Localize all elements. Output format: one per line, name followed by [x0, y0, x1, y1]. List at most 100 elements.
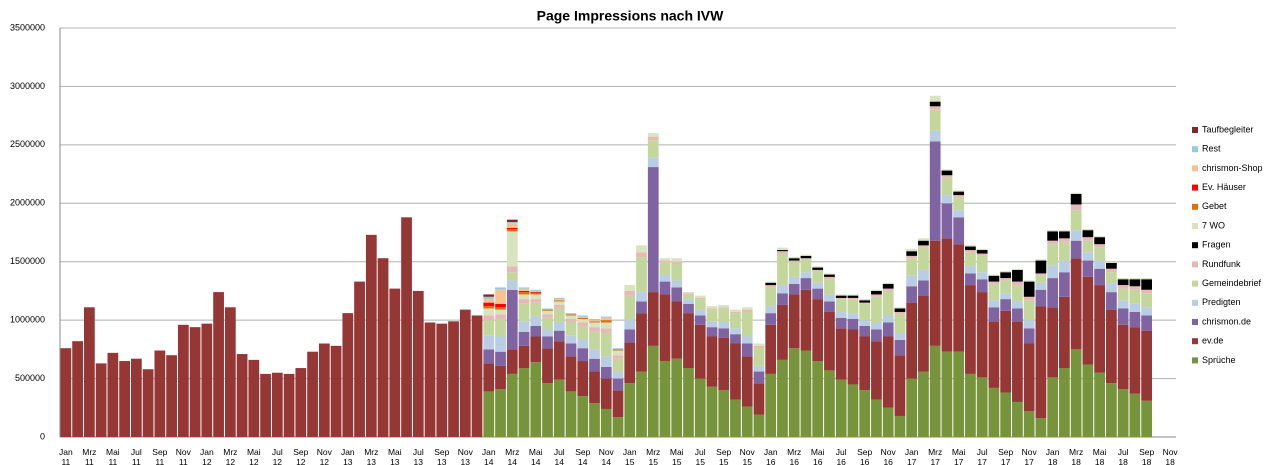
bar-segment [577, 340, 589, 349]
bar-segment [495, 289, 506, 304]
bar-segment [553, 341, 565, 380]
bar-segment [929, 130, 941, 142]
bar-segment [741, 309, 753, 312]
bar-segment [800, 258, 812, 260]
bar-segment [835, 297, 847, 300]
bar-segment [882, 282, 894, 284]
bar-segment [542, 314, 553, 318]
bar-segment [741, 307, 753, 310]
bar-segment [647, 140, 659, 158]
bar-segment [553, 299, 565, 301]
x-tick-label: Mrz 17 [928, 447, 943, 465]
bar-segment [530, 299, 542, 303]
bar-segment [788, 283, 800, 295]
bar-segment [565, 322, 577, 336]
x-tick-label: Nov 17 [1021, 447, 1037, 465]
bar-segment [777, 250, 788, 252]
legend-swatch [1192, 261, 1198, 268]
bar-segment [777, 293, 788, 305]
x-tick-label: Mrz 11 [82, 447, 97, 465]
bar-segment [636, 313, 647, 372]
bar-segment [495, 314, 506, 319]
bar-segment [589, 349, 600, 359]
bar-segment [589, 322, 600, 328]
bar-segment [965, 373, 976, 437]
bar-segment [847, 295, 859, 298]
bar-segment [506, 228, 518, 232]
x-tick-label: Nov 18 [1162, 447, 1178, 465]
bar-segment [647, 136, 659, 141]
bar-segment [847, 329, 859, 385]
bar-segment [812, 267, 824, 270]
bar-segment [730, 313, 741, 329]
bar-segment [1035, 259, 1047, 261]
bar-segment [929, 345, 941, 437]
bar-segment [612, 349, 624, 351]
bar-segment [412, 290, 424, 437]
bar-segment [495, 287, 506, 290]
bar-segment [636, 252, 647, 258]
bar-segment [1012, 401, 1023, 437]
bar-segment [882, 315, 894, 323]
bar-segment [624, 290, 636, 296]
x-tick-label: Mai 17 [951, 447, 966, 465]
bar-segment [530, 336, 542, 363]
bar-segment [835, 328, 847, 380]
bar-segment [495, 307, 506, 310]
bar-segment [1141, 307, 1153, 316]
bar-segment [506, 272, 518, 281]
bar-segment [542, 317, 553, 330]
bar-segment [730, 311, 741, 314]
bar-segment [1000, 310, 1012, 393]
bar-segment [918, 371, 929, 437]
legend-label: 7 WO [1202, 220, 1225, 230]
bar-segment [60, 348, 72, 437]
bar-segment [835, 379, 847, 437]
bar-segment [1106, 383, 1117, 437]
bar-segment [518, 299, 530, 304]
bar-segment [1059, 296, 1070, 369]
bar-segment [800, 255, 812, 259]
bar-segment [882, 336, 894, 408]
bar-segment [95, 363, 107, 437]
bar-segment [824, 311, 835, 371]
x-tick-label: Jul 12 [271, 447, 283, 465]
bar-segment [612, 378, 624, 391]
bar-segment [612, 371, 624, 379]
bar-segment [1035, 273, 1047, 276]
x-tick-label: Mrz 18 [1069, 447, 1084, 465]
bar-segment [671, 287, 683, 302]
bar-segment [577, 316, 589, 318]
bar-segment [506, 289, 518, 350]
bar-segment [929, 95, 941, 102]
bar-segment [1047, 265, 1059, 279]
bar-segment [777, 359, 788, 437]
bar-segment [694, 309, 706, 316]
bar-segment [871, 296, 882, 323]
bar-segment [894, 355, 906, 416]
bar-segment [518, 331, 530, 346]
bar-segment [647, 292, 659, 346]
bar-segment [859, 336, 871, 391]
bar-segment [389, 288, 401, 437]
bar-segment [918, 269, 929, 281]
bar-segment [659, 274, 671, 282]
bar-segment [788, 294, 800, 349]
bar-segment [224, 307, 236, 437]
bar-segment [589, 331, 600, 350]
bar-segment [1059, 260, 1070, 273]
bar-segment [777, 304, 788, 360]
bar-segment [506, 231, 518, 267]
bar-segment [1094, 237, 1106, 245]
bar-segment [777, 247, 788, 251]
bar-segment [1023, 300, 1035, 321]
bar-segment [189, 327, 201, 437]
bar-segment [800, 272, 812, 279]
x-tick-label: Jul 15 [694, 447, 706, 465]
bar-segment [577, 317, 589, 319]
bar-segment [401, 217, 412, 437]
bar-segment [671, 264, 683, 281]
bar-segment [1023, 296, 1035, 301]
bar-segment [1035, 260, 1047, 274]
bar-segment [624, 329, 636, 343]
